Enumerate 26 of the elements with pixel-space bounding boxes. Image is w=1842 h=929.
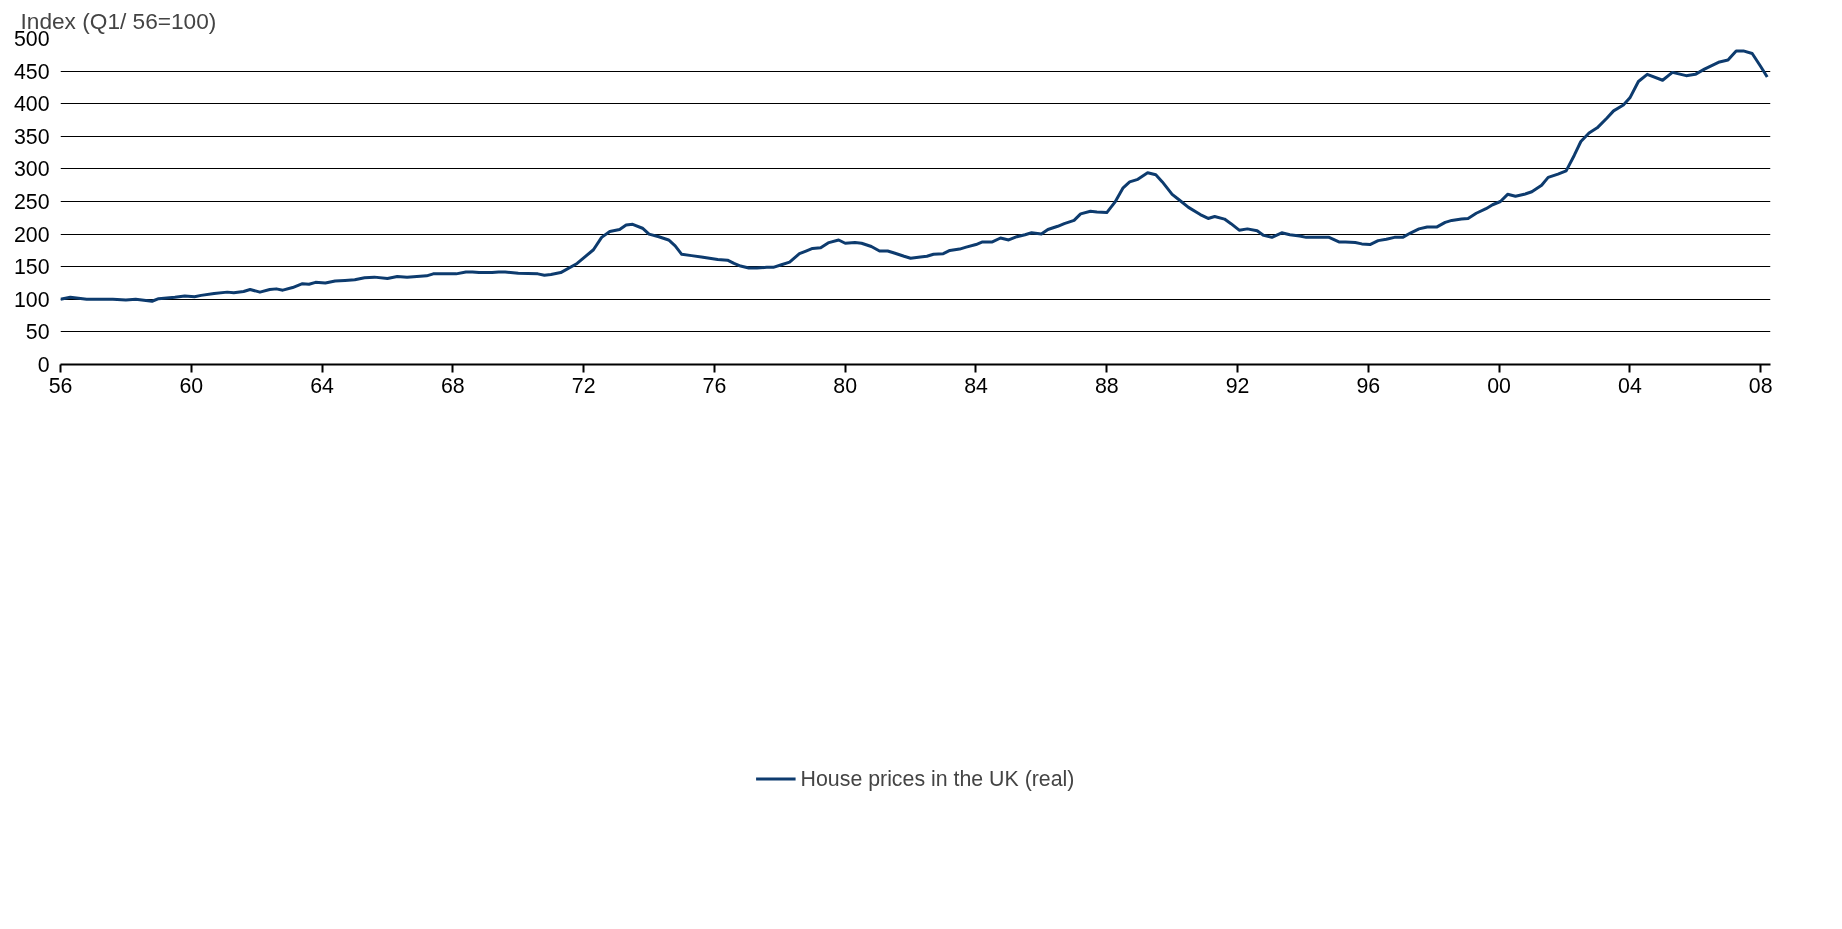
- x-tick-label: 56: [48, 373, 73, 398]
- y-tick-label: 400: [13, 92, 50, 117]
- x-tick-label: 92: [1225, 373, 1250, 398]
- y-tick-label: 100: [13, 287, 50, 312]
- y-tick-label: 350: [13, 124, 50, 149]
- y-tick-label: 250: [13, 190, 50, 214]
- x-tick-label: 76: [702, 373, 727, 398]
- x-tick-label: 60: [179, 373, 204, 398]
- x-tick-label: 96: [1356, 373, 1381, 398]
- y-tick-label: 200: [13, 222, 50, 247]
- y-tick-label: 300: [13, 157, 50, 182]
- legend-label: House prices in the UK (real): [800, 766, 1075, 792]
- line-series: [60, 49, 1769, 303]
- y-tick-label: 150: [13, 255, 50, 280]
- x-tick-label: 80: [833, 373, 858, 398]
- y-tick-label: 0: [37, 353, 50, 377]
- x-tick-label: 00: [1487, 373, 1512, 398]
- x-tick-label: 84: [964, 373, 988, 398]
- x-tick-label: 04: [1618, 373, 1642, 398]
- x-tick-label: 08: [1748, 373, 1773, 398]
- x-tick-label: 72: [571, 373, 596, 398]
- x-tick-label: 64: [310, 373, 335, 398]
- y-tick-label: 450: [13, 59, 50, 84]
- y-tick-label: 50: [25, 320, 50, 345]
- x-tick-label: 68: [440, 373, 465, 398]
- x-tick-label: 88: [1094, 373, 1119, 398]
